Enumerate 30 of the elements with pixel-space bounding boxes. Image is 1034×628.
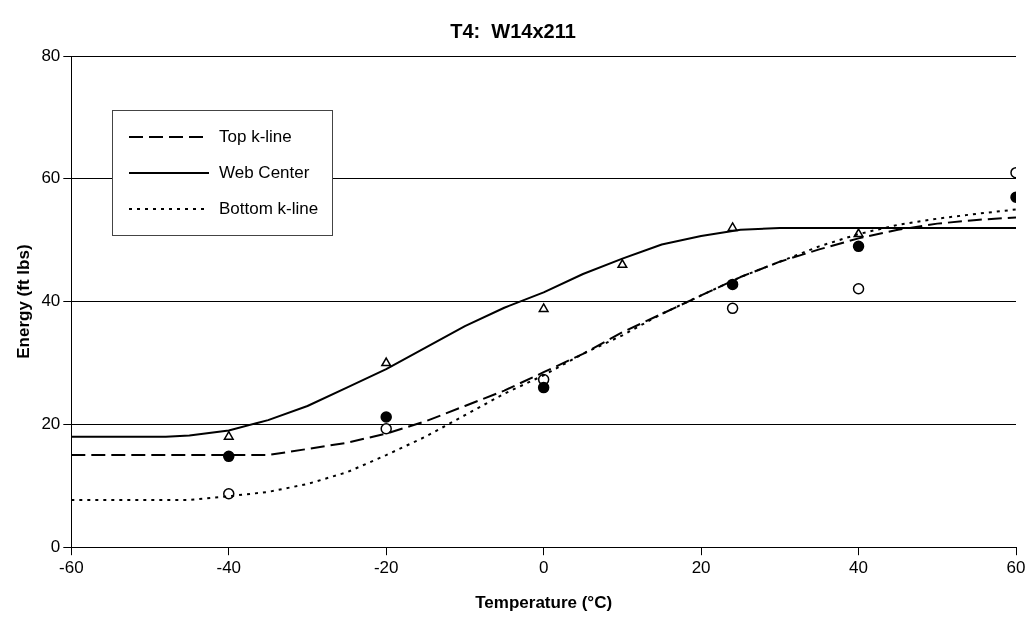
point: [223, 488, 235, 500]
point: [852, 282, 865, 295]
x-tick-label: 20: [691, 558, 711, 578]
legend-label: Top k-line: [219, 127, 292, 147]
point: [852, 240, 865, 253]
y-tick-label: 20: [41, 414, 61, 434]
y-tick-label: 60: [41, 168, 61, 188]
point: [380, 411, 392, 423]
x-tick-label: -20: [373, 558, 399, 578]
point: [617, 259, 628, 269]
x-tick-label: 60: [1006, 558, 1026, 578]
x-tick-label: -40: [216, 558, 242, 578]
point: [380, 422, 392, 435]
point: [726, 302, 739, 315]
y-tick-label: 0: [50, 536, 61, 556]
x-tick-label: -60: [59, 558, 84, 578]
x-axis-title: Temperature (°C): [475, 593, 613, 613]
y-tick-label: 80: [41, 45, 61, 65]
x-tick-label: 0: [538, 558, 549, 578]
legend-label: Bottom k-line: [219, 199, 319, 219]
point: [381, 357, 392, 367]
point: [537, 381, 550, 394]
x-tick-label: 40: [849, 558, 869, 578]
y-tick-label: 40: [41, 291, 61, 311]
y-axis-title: Energy (ft lbs): [13, 244, 33, 359]
point: [726, 278, 739, 291]
point: [223, 430, 234, 440]
point: [538, 303, 549, 313]
legend-label: Web Center: [219, 163, 310, 183]
chart-title: T4: W14x211: [450, 19, 576, 42]
